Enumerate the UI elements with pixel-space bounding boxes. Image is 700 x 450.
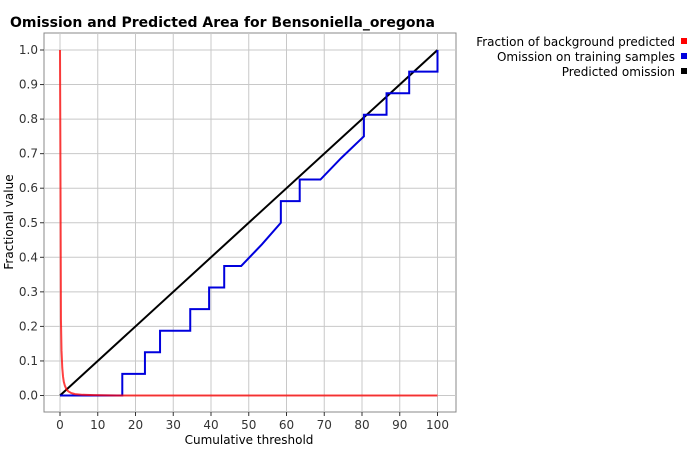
x-tick-label: 0 [56, 418, 64, 432]
y-tick-label: 0.8 [19, 112, 38, 126]
gridlines [44, 33, 456, 412]
legend-item-predicted-omission: Predicted omission [562, 65, 687, 79]
y-tick-label: 0.7 [19, 147, 38, 161]
x-tick-label: 70 [317, 418, 332, 432]
legend-swatch [681, 68, 687, 74]
y-axis-ticks: 0.0 0.1 0.2 0.3 0.4 0.5 0.6 0.7 0.8 0.9 1.0 [19, 43, 44, 403]
plot-area: 0 10 20 30 40 50 60 70 80 90 100 0.00.10.20.30.40.… [19, 32, 457, 432]
y-tick-label: 0.9 [19, 78, 38, 92]
x-tick-label: 50 [241, 418, 256, 432]
x-axis-ticks: 0 10 20 30 40 50 60 70 80 90 100 [56, 412, 449, 432]
x-tick-label: 100 [426, 418, 449, 432]
x-tick-label: 80 [354, 418, 369, 432]
y-tick-label: 0.4 [19, 250, 38, 264]
y-tick-label: 0.0 [19, 389, 38, 403]
x-tick-label: 20 [128, 418, 143, 432]
x-axis-label: Cumulative threshold [185, 433, 314, 447]
legend: Fraction of background predictedOmission… [476, 35, 687, 79]
y-tick-label: 0.3 [19, 285, 38, 299]
y-tick-label: 0.1 [19, 354, 38, 368]
x-tick-label: 10 [90, 418, 105, 432]
y-tick-label: 0.6 [19, 181, 38, 195]
background-predicted-line [59, 49, 438, 397]
legend-label: Predicted omission [562, 65, 675, 79]
legend-swatch [681, 53, 687, 59]
legend-label: Fraction of background predicted [476, 35, 675, 49]
y-axis-label: Fractional value [2, 174, 16, 269]
y-tick-label: 0.5 [19, 216, 38, 230]
chart-title: Omission and Predicted Area for Bensonie… [10, 15, 435, 31]
series-lines [59, 49, 439, 397]
x-tick-label: 90 [392, 418, 407, 432]
predicted-omission-line [59, 49, 439, 397]
x-tick-label: 30 [166, 418, 181, 432]
y-tick-label: 0.2 [19, 319, 38, 333]
y-tick-label: 1.0 [19, 43, 38, 57]
x-tick-label: 60 [279, 418, 294, 432]
legend-item-background-predicted: Fraction of background predicted [476, 35, 687, 49]
legend-label: Omission on training samples [497, 50, 675, 64]
x-tick-label: 40 [203, 418, 218, 432]
legend-item-training-omission: Omission on training samples [497, 50, 687, 64]
legend-swatch [681, 38, 687, 44]
training-omission-line [60, 50, 439, 397]
